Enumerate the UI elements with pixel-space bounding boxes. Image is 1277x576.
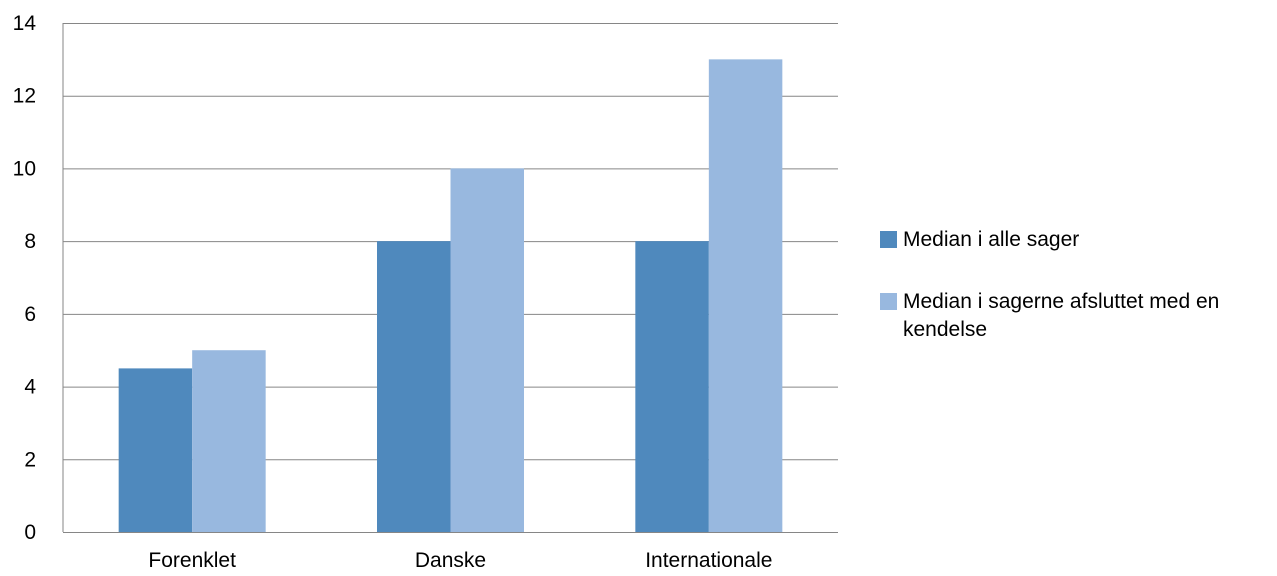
legend-label-series-2: Median i sagerne afsluttet med en kendel… [903, 290, 1220, 341]
y-tick-label: 2 [24, 448, 36, 471]
y-tick-label: 8 [24, 230, 36, 253]
legend-item-series-2: Median i sagerne afsluttet med en kendel… [880, 288, 1275, 344]
x-tick-label: Danske [415, 549, 486, 572]
x-tick-label: Internationale [645, 549, 772, 572]
x-axis-ticks: Forenklet Danske Internationale [148, 549, 772, 572]
bar-danske-series-2 [450, 168, 524, 532]
y-tick-label: 10 [13, 157, 36, 180]
bars [118, 59, 783, 532]
y-tick-label: 14 [13, 12, 37, 35]
legend-item-series-1: Median i alle sager [880, 226, 1275, 254]
bar-internationale-series-2 [708, 59, 783, 532]
y-tick-label: 12 [13, 85, 36, 108]
legend-swatch-series-1 [880, 231, 897, 248]
legend-label-series-1: Median i alle sager [903, 228, 1080, 251]
bar-forenklet-series-2 [192, 350, 266, 532]
bar-danske-series-1 [377, 241, 451, 532]
legend-swatch-series-2 [880, 293, 897, 310]
y-tick-label: 6 [24, 303, 36, 326]
legend: Median i alle sager Median i sagerne afs… [880, 226, 1275, 378]
bar-internationale-series-1 [635, 241, 709, 532]
y-tick-label: 0 [24, 521, 36, 544]
y-tick-label: 4 [24, 376, 36, 399]
x-tick-label: Forenklet [148, 549, 236, 572]
y-axis-ticks: 0 2 4 6 8 10 12 14 [13, 12, 37, 544]
bar-forenklet-series-1 [118, 368, 193, 532]
